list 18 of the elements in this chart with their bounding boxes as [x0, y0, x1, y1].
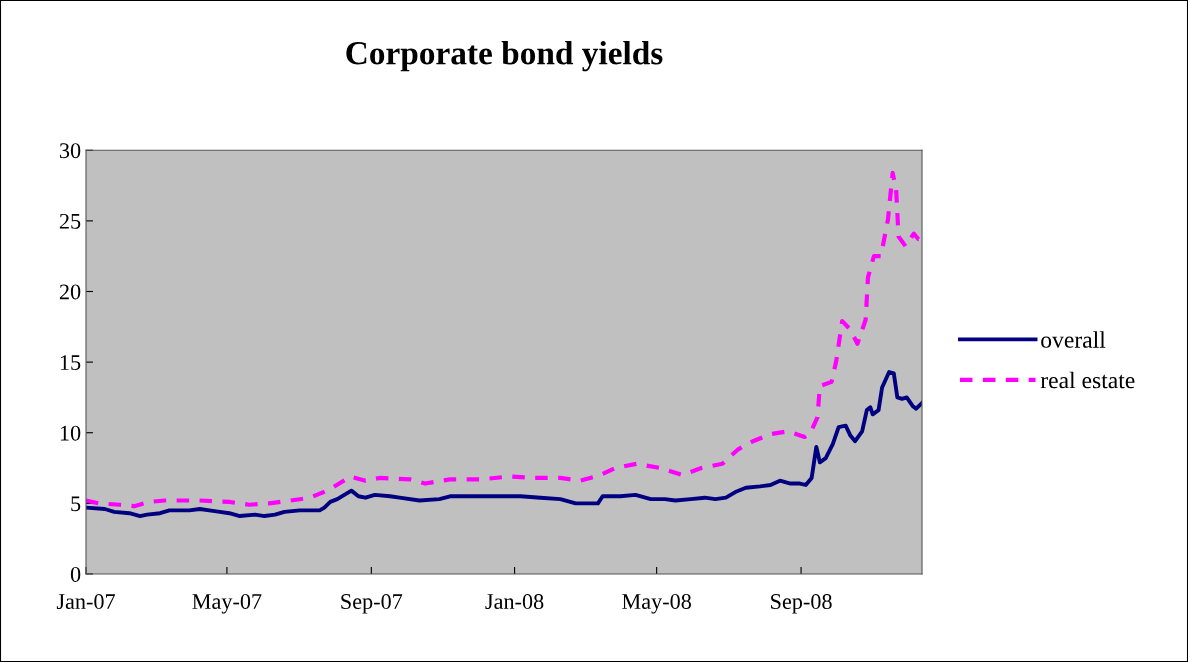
y-tick-label: 10 — [60, 425, 81, 441]
x-tick-label: May-08 — [622, 593, 691, 614]
x-tick-label: May-07 — [192, 593, 262, 614]
y-tick-label: 30 — [59, 143, 81, 159]
x-tick-label: Jan-08 — [485, 594, 544, 610]
y-tick-label: 20 — [59, 284, 81, 300]
line-series — [86, 170, 923, 509]
legend-label: real estate — [1040, 371, 1135, 389]
line-series — [86, 370, 923, 518]
y-tick-label: 0 — [70, 566, 81, 582]
x-tick-label: Sep-07 — [341, 594, 403, 614]
legend-label: overall — [1041, 331, 1106, 348]
y-tick-label: 25 — [59, 213, 81, 229]
chart-title: Corporate bond yields — [346, 41, 663, 72]
y-tick-label: 15 — [60, 355, 81, 371]
x-tick-label: Jan-07 — [56, 594, 115, 610]
y-tick-label: 5 — [71, 496, 81, 512]
x-tick-label: Sep-08 — [771, 594, 832, 614]
